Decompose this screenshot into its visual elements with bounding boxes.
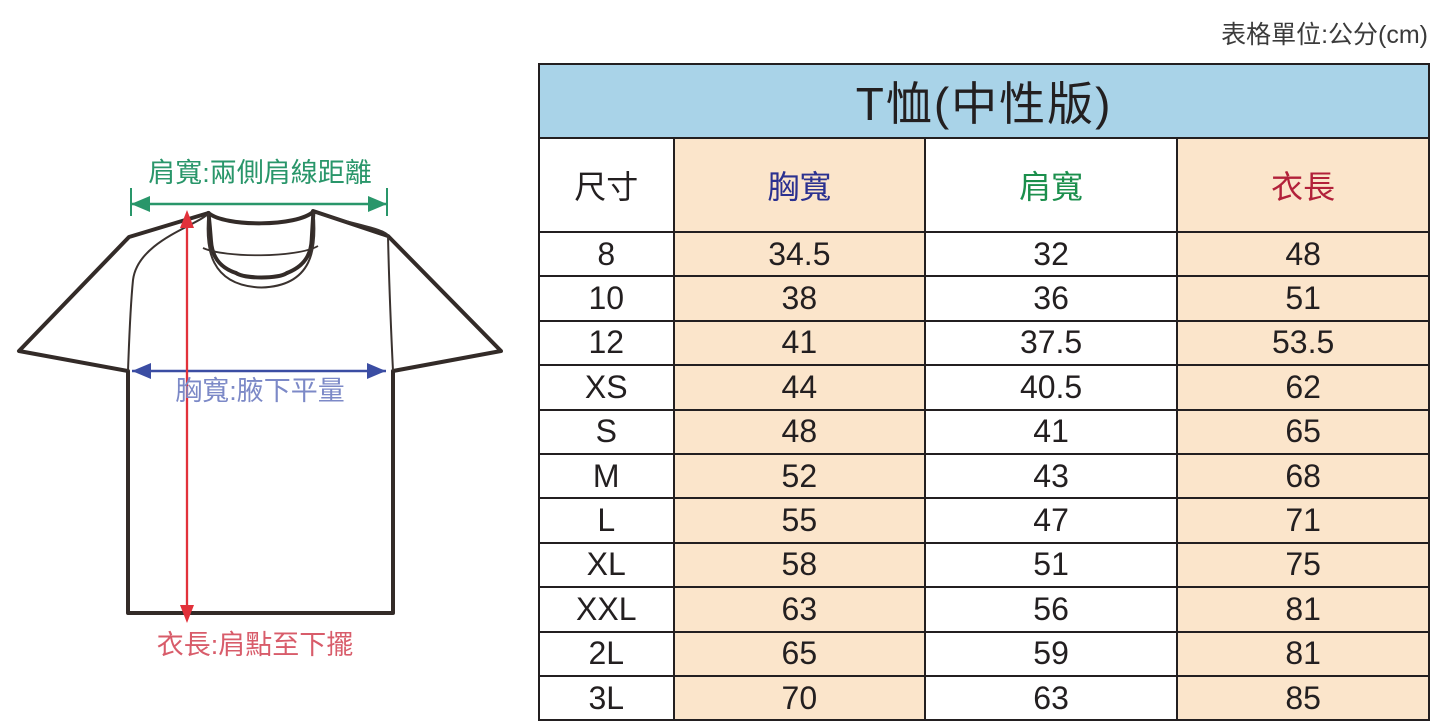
svg-text:胸寬:腋下平量: 胸寬:腋下平量 [175, 376, 345, 406]
svg-text:肩寬:兩側肩線距離: 肩寬:兩側肩線距離 [148, 158, 372, 188]
svg-text:衣長:肩點至下擺: 衣長:肩點至下擺 [157, 630, 354, 660]
